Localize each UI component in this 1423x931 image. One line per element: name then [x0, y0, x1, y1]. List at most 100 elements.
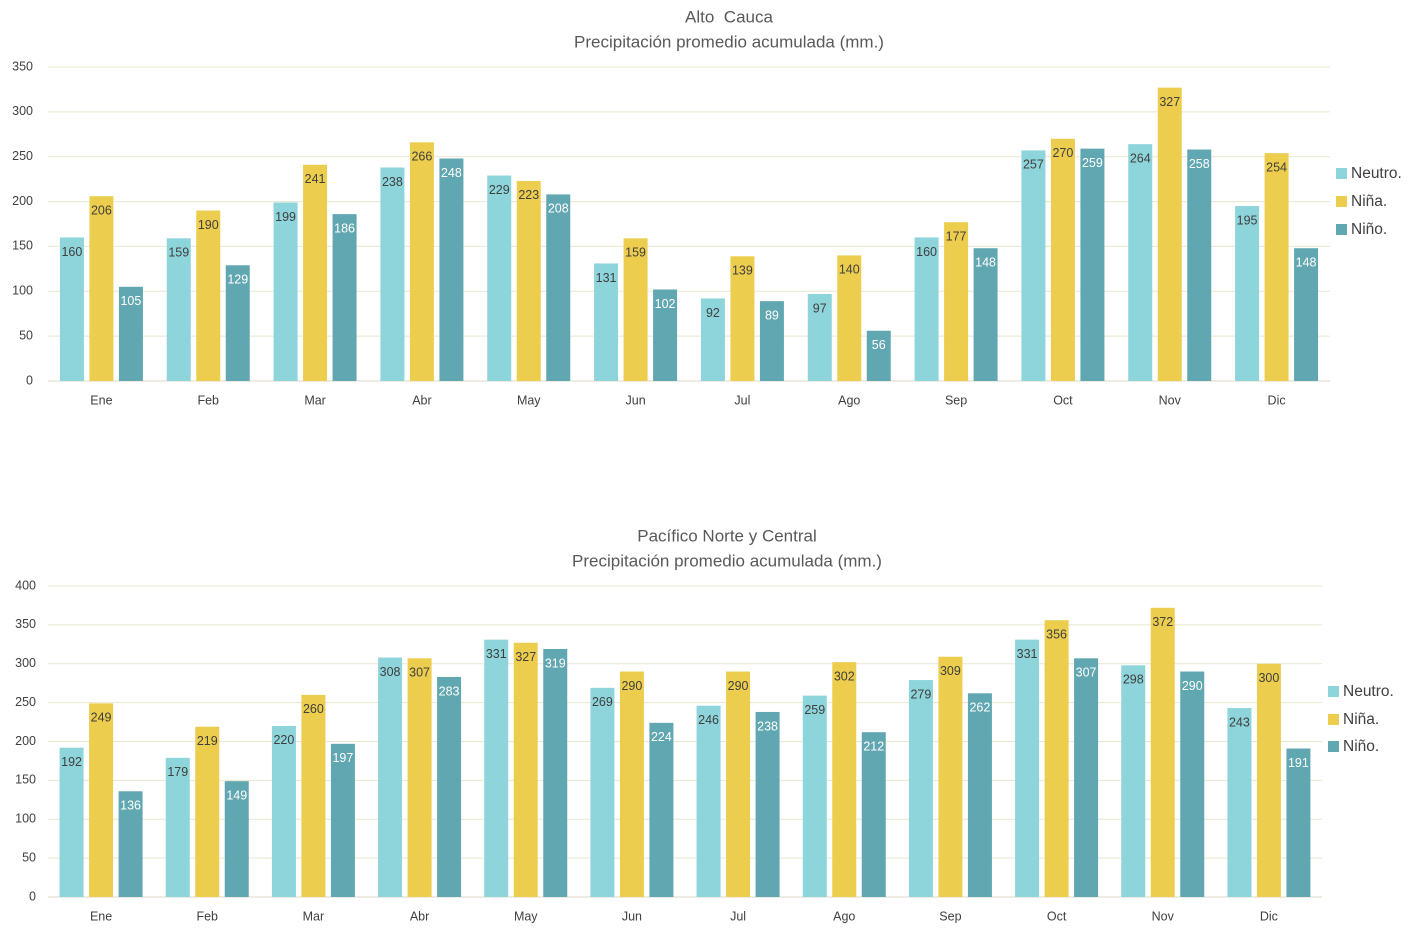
- data-label: 307: [1076, 666, 1097, 680]
- x-tick-label: Nov: [1152, 909, 1175, 923]
- x-tick-label: Jul: [730, 909, 746, 923]
- chart-title: Pacífico Norte y Central: [637, 526, 817, 545]
- x-tick-label: Feb: [196, 909, 218, 923]
- x-tick-label: Mar: [304, 393, 326, 407]
- data-label: 269: [592, 695, 613, 709]
- legend-label: Neutro.: [1343, 683, 1394, 700]
- bar-nina: [1044, 620, 1069, 897]
- data-label: 208: [548, 202, 569, 216]
- y-tick-label: 100: [15, 812, 36, 826]
- bar-neutro: [1235, 206, 1260, 381]
- bar-nina: [407, 658, 432, 897]
- bar-nino: [1286, 748, 1311, 897]
- data-label: 283: [439, 684, 460, 698]
- data-label: 191: [1288, 756, 1309, 770]
- bar-nino: [967, 693, 992, 897]
- bar-nina: [837, 255, 862, 381]
- y-tick-label: 300: [15, 656, 36, 670]
- data-label: 229: [489, 183, 510, 197]
- y-tick-label: 250: [15, 695, 36, 709]
- data-label: 206: [91, 203, 112, 217]
- bar-neutro: [696, 705, 721, 897]
- data-label: 308: [380, 665, 401, 679]
- bar-neutro: [59, 237, 84, 381]
- bar-neutro: [1128, 144, 1153, 381]
- bar-neutro: [59, 747, 84, 897]
- y-tick-label: 200: [15, 734, 36, 748]
- bar-nina: [832, 662, 857, 897]
- y-tick-label: 50: [19, 328, 33, 342]
- bar-nino: [1080, 148, 1105, 381]
- bar-neutro: [166, 238, 191, 381]
- data-label: 148: [975, 256, 996, 270]
- bar-nina: [944, 222, 969, 381]
- x-tick-label: Abr: [412, 393, 431, 407]
- data-label: 160: [916, 245, 937, 259]
- bar-nina: [938, 656, 963, 897]
- bar-nino: [118, 286, 143, 381]
- data-label: 159: [625, 246, 646, 260]
- bar-nino: [437, 676, 462, 897]
- bar-neutro: [590, 687, 615, 897]
- bar-neutro: [380, 167, 405, 381]
- data-label: 300: [1258, 671, 1279, 685]
- x-tick-label: Sep: [945, 393, 967, 407]
- bar-nino: [1074, 658, 1099, 897]
- legend-label: Neutro.: [1351, 165, 1402, 182]
- y-tick-label: 50: [22, 850, 36, 864]
- legend-label: Niño.: [1351, 221, 1387, 238]
- legend-swatch-neutro: [1328, 686, 1339, 697]
- data-label: 327: [515, 650, 536, 664]
- data-label: 259: [1082, 156, 1103, 170]
- y-tick-label: 250: [12, 149, 33, 163]
- bar-nina: [619, 671, 644, 897]
- chart-1: Alto Cauca Precipitación promedio acumula…: [12, 7, 1402, 407]
- data-label: 259: [804, 703, 825, 717]
- data-label: 243: [1229, 715, 1250, 729]
- data-label: 298: [1123, 673, 1144, 687]
- data-label: 290: [1182, 679, 1203, 693]
- data-label: 270: [1052, 146, 1073, 160]
- chart-title: Alto Cauca: [685, 7, 773, 26]
- data-label: 177: [946, 230, 967, 244]
- data-label: 331: [486, 647, 507, 661]
- data-label: 290: [621, 679, 642, 693]
- bar-neutro: [271, 725, 296, 897]
- legend-swatch-neutro: [1336, 168, 1347, 179]
- bar-nino: [653, 289, 678, 381]
- bar-nino: [1294, 248, 1319, 381]
- y-tick-label: 350: [15, 617, 36, 631]
- bar-neutro: [802, 695, 827, 897]
- bar-nina: [195, 726, 220, 897]
- legend-swatch-nino: [1336, 224, 1347, 235]
- x-tick-label: Ene: [90, 909, 112, 923]
- x-tick-label: Dic: [1268, 393, 1286, 407]
- y-tick-label: 150: [15, 773, 36, 787]
- data-label: 262: [969, 701, 990, 715]
- bar-neutro: [700, 298, 725, 381]
- data-label: 356: [1046, 628, 1067, 642]
- bar-neutro: [807, 293, 832, 381]
- bar-nino: [1180, 671, 1205, 897]
- data-label: 238: [757, 719, 778, 733]
- x-tick-label: Jul: [734, 393, 750, 407]
- y-tick-label: 100: [12, 284, 33, 298]
- x-tick-label: Jun: [626, 393, 646, 407]
- x-tick-label: Jun: [622, 909, 642, 923]
- data-label: 212: [863, 739, 884, 753]
- legend-label: Niño.: [1343, 738, 1379, 755]
- data-label: 264: [1130, 151, 1151, 165]
- legend-label: Niña.: [1351, 193, 1387, 210]
- data-label: 223: [518, 188, 539, 202]
- bar-nina: [1050, 138, 1075, 381]
- data-label: 279: [910, 687, 931, 701]
- bar-nino: [755, 711, 780, 897]
- y-tick-label: 400: [15, 578, 36, 592]
- bar-neutro: [1227, 708, 1252, 897]
- data-label: 331: [1017, 647, 1038, 661]
- bar-nino: [861, 732, 886, 897]
- bar-nina: [1256, 663, 1281, 897]
- bar-nina: [196, 210, 221, 381]
